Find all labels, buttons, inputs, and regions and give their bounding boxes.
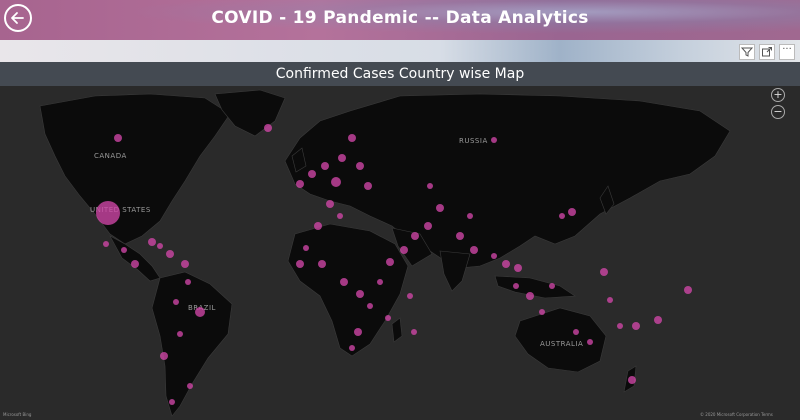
focus-mode-button[interactable] xyxy=(759,44,775,60)
map-visual[interactable]: CANADA UNITED STATES RUSSIA BRAZIL AUSTR… xyxy=(0,86,800,420)
case-bubble[interactable] xyxy=(367,303,373,309)
case-bubble[interactable] xyxy=(467,213,473,219)
case-bubble[interactable] xyxy=(195,307,205,317)
case-bubble[interactable] xyxy=(349,345,355,351)
case-bubble[interactable] xyxy=(308,170,316,178)
case-bubble[interactable] xyxy=(114,134,122,142)
case-bubble[interactable] xyxy=(121,247,127,253)
case-bubble[interactable] xyxy=(424,222,432,230)
case-bubble[interactable] xyxy=(103,241,109,247)
case-bubble[interactable] xyxy=(513,283,519,289)
case-bubble[interactable] xyxy=(314,222,322,230)
case-bubble[interactable] xyxy=(427,183,433,189)
focus-mode-icon xyxy=(762,47,772,57)
visual-title: Confirmed Cases Country wise Map xyxy=(275,66,525,82)
zoom-out-button[interactable]: − xyxy=(771,105,785,119)
case-bubble[interactable] xyxy=(514,264,522,272)
case-bubble[interactable] xyxy=(356,290,364,298)
case-bubble[interactable] xyxy=(400,246,408,254)
world-map: CANADA UNITED STATES RUSSIA BRAZIL AUSTR… xyxy=(39,89,731,417)
filter-button[interactable] xyxy=(739,44,755,60)
case-bubble[interactable] xyxy=(337,213,343,219)
case-bubble[interactable] xyxy=(600,268,608,276)
case-bubble[interactable] xyxy=(364,182,372,190)
case-bubble[interactable] xyxy=(166,250,174,258)
case-bubble[interactable] xyxy=(187,383,193,389)
case-bubble[interactable] xyxy=(96,201,120,225)
case-bubble[interactable] xyxy=(354,328,362,336)
case-bubble[interactable] xyxy=(573,329,579,335)
visual-header-strip xyxy=(0,40,800,62)
case-bubble[interactable] xyxy=(177,331,183,337)
case-bubble[interactable] xyxy=(654,316,662,324)
case-bubble[interactable] xyxy=(502,260,510,268)
case-bubble[interactable] xyxy=(296,180,304,188)
case-bubble[interactable] xyxy=(348,134,356,142)
case-bubble[interactable] xyxy=(356,162,364,170)
bing-logo: Microsoft Bing xyxy=(3,412,32,417)
back-button[interactable] xyxy=(4,4,32,32)
case-bubble[interactable] xyxy=(338,154,346,162)
case-bubble[interactable] xyxy=(411,232,419,240)
case-bubble[interactable] xyxy=(331,177,341,187)
land-masses xyxy=(39,89,731,417)
map-label-russia: RUSSIA xyxy=(459,137,488,145)
case-bubble[interactable] xyxy=(340,278,348,286)
map-label-united-states: UNITED STATES xyxy=(90,206,151,214)
case-bubble[interactable] xyxy=(169,399,175,405)
case-bubble[interactable] xyxy=(181,260,189,268)
case-bubble[interactable] xyxy=(173,299,179,305)
case-bubble[interactable] xyxy=(303,245,309,251)
case-bubble[interactable] xyxy=(386,258,394,266)
case-bubble[interactable] xyxy=(385,315,391,321)
case-bubble[interactable] xyxy=(491,253,497,259)
case-bubble[interactable] xyxy=(559,213,565,219)
case-bubble[interactable] xyxy=(617,323,623,329)
case-bubble[interactable] xyxy=(607,297,613,303)
case-bubble[interactable] xyxy=(326,200,334,208)
more-options-button[interactable]: ··· xyxy=(779,44,795,60)
case-bubble[interactable] xyxy=(264,124,272,132)
case-bubble[interactable] xyxy=(185,279,191,285)
case-bubble[interactable] xyxy=(157,243,163,249)
more-options-icon: ··· xyxy=(782,44,792,55)
case-bubble[interactable] xyxy=(684,286,692,294)
map-label-australia: AUSTRALIA xyxy=(540,340,583,348)
case-bubble[interactable] xyxy=(526,292,534,300)
map-attribution[interactable]: © 2020 Microsoft Corporation Terms xyxy=(700,412,773,417)
case-bubble[interactable] xyxy=(321,162,329,170)
case-bubble[interactable] xyxy=(411,329,417,335)
case-bubble[interactable] xyxy=(131,260,139,268)
case-bubble[interactable] xyxy=(470,246,478,254)
map-label-canada: CANADA xyxy=(94,152,127,160)
case-bubble[interactable] xyxy=(568,208,576,216)
case-bubble[interactable] xyxy=(632,322,640,330)
case-bubble[interactable] xyxy=(160,352,168,360)
case-bubble[interactable] xyxy=(549,283,555,289)
page-title: COVID - 19 Pandemic -- Data Analytics xyxy=(211,8,589,28)
zoom-in-button[interactable]: + xyxy=(771,88,785,102)
report-header: COVID - 19 Pandemic -- Data Analytics xyxy=(0,0,800,40)
filter-icon xyxy=(741,47,753,57)
case-bubbles[interactable] xyxy=(96,124,692,405)
case-bubble[interactable] xyxy=(318,260,326,268)
case-bubble[interactable] xyxy=(148,238,156,246)
visual-title-bar: Confirmed Cases Country wise Map xyxy=(0,62,800,86)
case-bubble[interactable] xyxy=(587,339,593,345)
case-bubble[interactable] xyxy=(296,260,304,268)
case-bubble[interactable] xyxy=(491,137,497,143)
case-bubble[interactable] xyxy=(377,279,383,285)
case-bubble[interactable] xyxy=(456,232,464,240)
case-bubble[interactable] xyxy=(436,204,444,212)
case-bubble[interactable] xyxy=(407,293,413,299)
back-arrow-icon xyxy=(11,12,24,24)
case-bubble[interactable] xyxy=(539,309,545,315)
case-bubble[interactable] xyxy=(628,376,636,384)
